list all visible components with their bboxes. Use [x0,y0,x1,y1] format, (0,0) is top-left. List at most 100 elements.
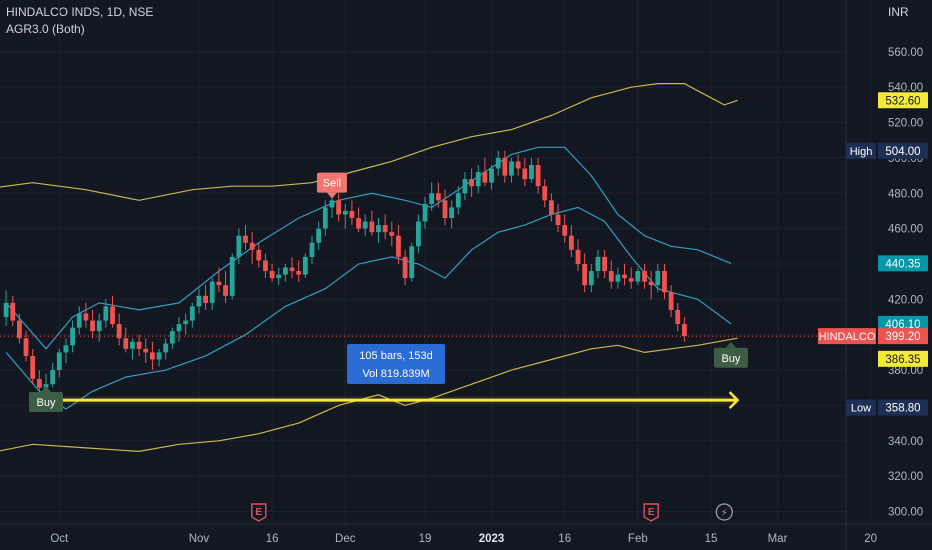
candle [555,203,561,233]
candle-body [130,341,135,349]
candle-body [309,242,315,257]
marker-shape [715,503,733,521]
candle [23,331,29,362]
price-tag-box [878,328,928,345]
candle [482,157,488,187]
price-tick-label: 320.00 [888,471,923,483]
candle-body [336,200,341,215]
signal-pointer [326,192,337,199]
candle-body [263,260,268,272]
candle [276,267,282,286]
candle [416,214,421,254]
candle-body [542,186,548,201]
candle-body [535,164,541,187]
signal-pointer [41,385,51,392]
candle-body [662,271,667,293]
candle [582,253,588,293]
candle-body [189,306,195,321]
candle [475,164,481,194]
candle-body [276,274,282,279]
candle-body [163,343,169,353]
candle-body [136,341,142,349]
candle [648,271,654,300]
candle [263,253,268,279]
price-tag: 386.35 [878,350,928,367]
price-tag-caption: Low [851,403,871,415]
candle [588,263,594,293]
measure-volume-label: Vol 819.839M [362,368,429,380]
candle [469,168,474,197]
candle [635,267,641,286]
candle [189,302,195,328]
candle-body [455,193,461,208]
signal-label: Buy [721,353,740,365]
candle [103,299,109,328]
price-tag-value: 358.80 [885,403,920,415]
price-tag-box [878,92,928,109]
signal-pointer [725,341,736,348]
price-tag-box [878,255,928,272]
candle-body [402,256,408,279]
candle-body [316,228,322,243]
candle [203,285,208,310]
earnings-marker: E [643,503,659,522]
candle-body [196,295,202,307]
candle [382,214,388,240]
candle [143,338,149,363]
candle [362,214,368,236]
price-tick-label: 480.00 [888,188,923,200]
candle-body [183,320,189,325]
price-tag: 440.35 [878,255,928,272]
price-tag-box [878,399,928,416]
candle-body [682,324,687,337]
candle [502,150,508,183]
candle-body [269,271,275,279]
candle-body [422,203,428,222]
price-tag-value: 399.20 [885,331,920,343]
candle [429,182,435,211]
candle [442,189,448,226]
candle-body [608,271,614,282]
candle [495,150,501,176]
candle-body [529,164,534,180]
candle [515,154,521,176]
time-tick-label: Oct [50,533,69,545]
candle-body [176,324,182,332]
signal-label: Sell [323,178,341,190]
candle [163,338,169,360]
candle-body [575,249,581,264]
candle-body [110,306,115,325]
candle-body [409,246,415,279]
price-tag-caption-box [846,399,876,416]
envelope-upper-line [0,83,738,201]
candle [489,164,494,190]
candle [389,221,395,247]
candle [196,288,202,314]
price-tag-box [878,315,928,332]
candle [176,317,182,342]
candle-body [449,207,455,219]
candle [568,225,574,257]
candle-body [442,200,448,219]
candle [628,267,634,289]
candle-body [63,345,69,353]
marker-shape [251,503,267,522]
candle-body [648,281,654,286]
candle [449,200,455,229]
candle [455,186,461,215]
candle-body [515,161,521,169]
candle-body [209,281,215,303]
candle-body [203,295,208,303]
candle-body [502,157,508,176]
candle-body [223,285,228,296]
candle-body [76,313,82,328]
candle-body [622,274,627,279]
time-tick-label: 15 [705,533,718,545]
candle [289,256,295,279]
candle-body [322,207,328,229]
candle [123,327,129,353]
marker-label: ⚡ [721,508,728,519]
candle [169,327,175,349]
candles [3,150,687,402]
